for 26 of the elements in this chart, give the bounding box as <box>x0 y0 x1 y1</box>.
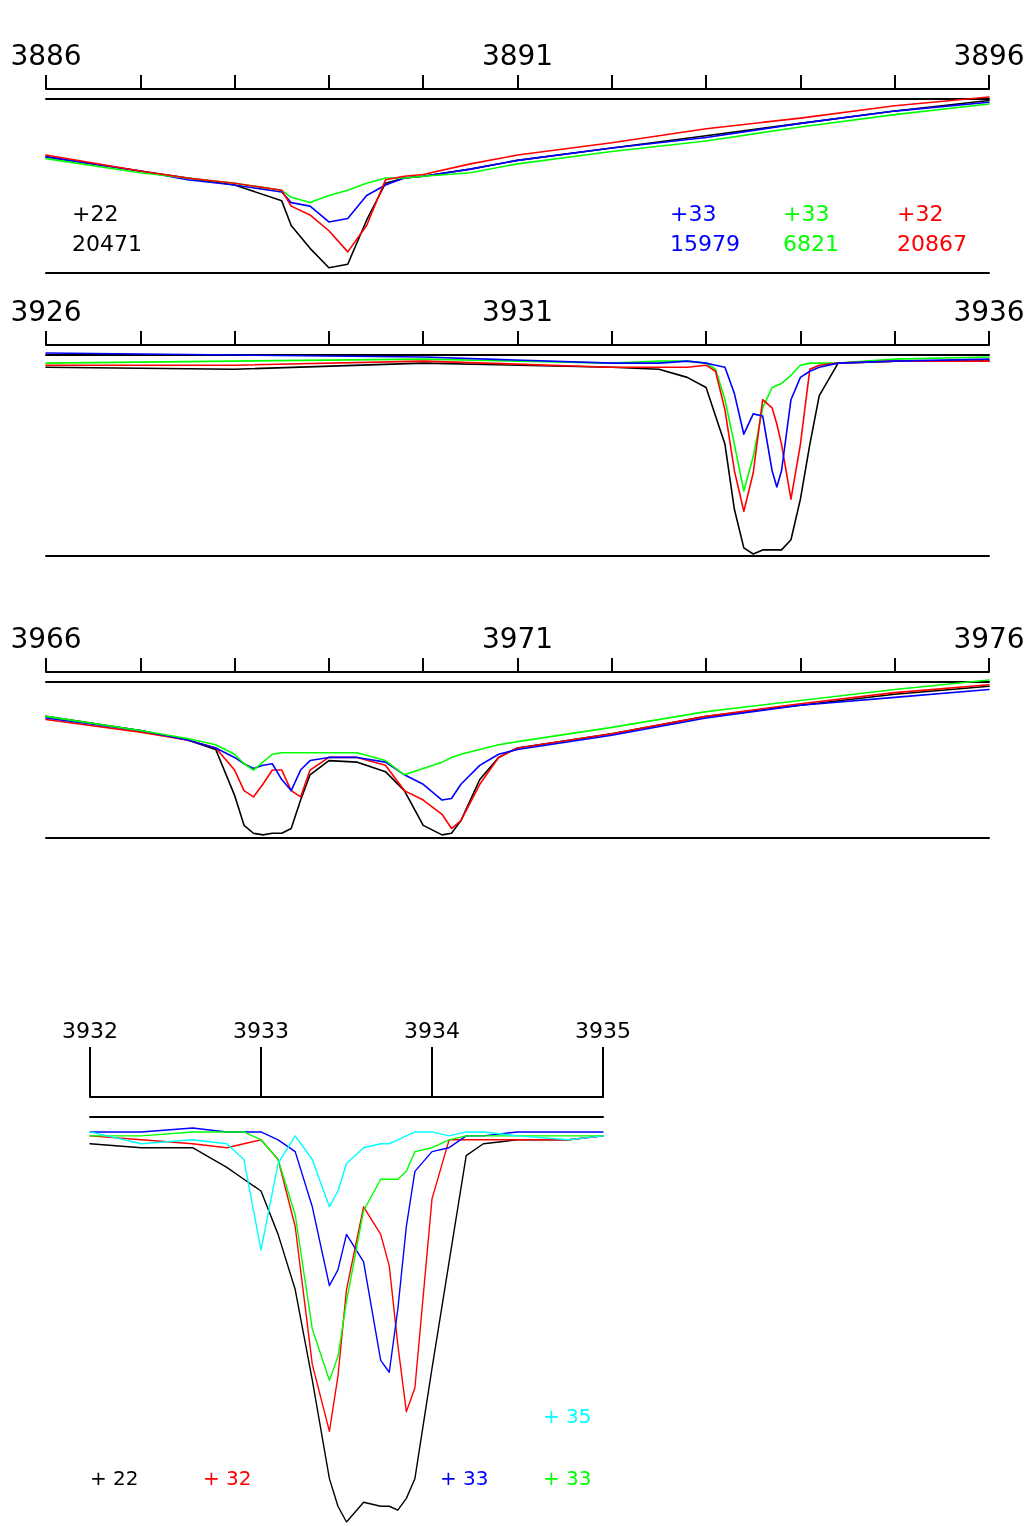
text: + 32 <box>203 1466 252 1490</box>
annotation: 20867 <box>897 231 967 257</box>
x-tick-label: 3886 <box>10 38 82 72</box>
text: + 33 <box>543 1466 592 1490</box>
x-tick-label: 3891 <box>481 38 554 72</box>
text: +32 <box>897 201 944 227</box>
text: +33 <box>670 201 717 227</box>
x-tick-label: 3934 <box>404 1017 460 1043</box>
series-label: +22 <box>72 201 119 227</box>
x-tick-label: 3976 <box>953 621 1025 655</box>
x-tick-label: 3966 <box>10 621 82 655</box>
annotation: 6821 <box>783 231 839 257</box>
x-tick-label: 3896 <box>953 38 1025 72</box>
text: +33 <box>783 201 830 227</box>
x-tick-label: 3971 <box>481 621 554 655</box>
x-tick-label: 3932 <box>62 1017 118 1043</box>
annotation: 15979 <box>670 231 740 257</box>
x-tick-label: 3936 <box>953 294 1025 328</box>
x-tick-label: 3931 <box>481 294 554 328</box>
x-tick-label: 3926 <box>10 294 82 328</box>
text: + 33 <box>440 1466 489 1490</box>
annotation: 20471 <box>72 231 142 257</box>
x-tick-label: 3935 <box>575 1017 631 1043</box>
x-tick-label: 3933 <box>233 1017 289 1043</box>
text: + 35 <box>543 1404 592 1428</box>
text: + 22 <box>90 1466 139 1490</box>
